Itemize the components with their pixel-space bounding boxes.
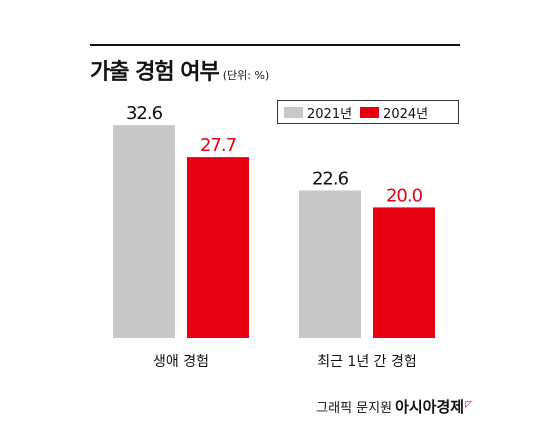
value-label-2021-0: 32.6: [126, 103, 163, 124]
legend-label-2024: 2024년: [383, 106, 429, 122]
bar-2021-1: [299, 190, 361, 338]
bar-2024-1: [373, 207, 435, 338]
credit-brand: 아시아경제: [395, 398, 465, 416]
legend-item-2021: 2021년: [284, 103, 352, 122]
bar-2024-0: [187, 157, 249, 338]
legend-swatch-2024: [360, 106, 380, 118]
legend-swatch-2021: [284, 106, 303, 118]
bar-2021-0: [113, 125, 175, 338]
legend-item-2024: 2024년: [360, 103, 428, 122]
value-label-2021-1: 22.6: [312, 168, 349, 189]
category-label-1: 최근 1년 간 경험: [317, 354, 417, 370]
unit-note: (단위: %): [222, 69, 270, 82]
brand-mark-icon: ◸: [465, 399, 472, 410]
legend: 2021년 2024년: [277, 100, 459, 124]
category-label-0: 생애 경험: [153, 354, 209, 370]
credit-prefix: 그래픽 문지원: [316, 401, 393, 416]
legend-label-2021: 2021년: [307, 106, 353, 122]
chart-title-text: 가출 경험 여부: [90, 60, 220, 85]
credit: 그래픽 문지원 아시아경제◸: [316, 396, 472, 417]
value-label-2024-1: 20.0: [386, 185, 423, 206]
chart-title: 가출 경험 여부 (단위: %): [90, 54, 269, 86]
value-label-2024-0: 27.7: [200, 135, 236, 156]
top-rule: [90, 44, 460, 46]
